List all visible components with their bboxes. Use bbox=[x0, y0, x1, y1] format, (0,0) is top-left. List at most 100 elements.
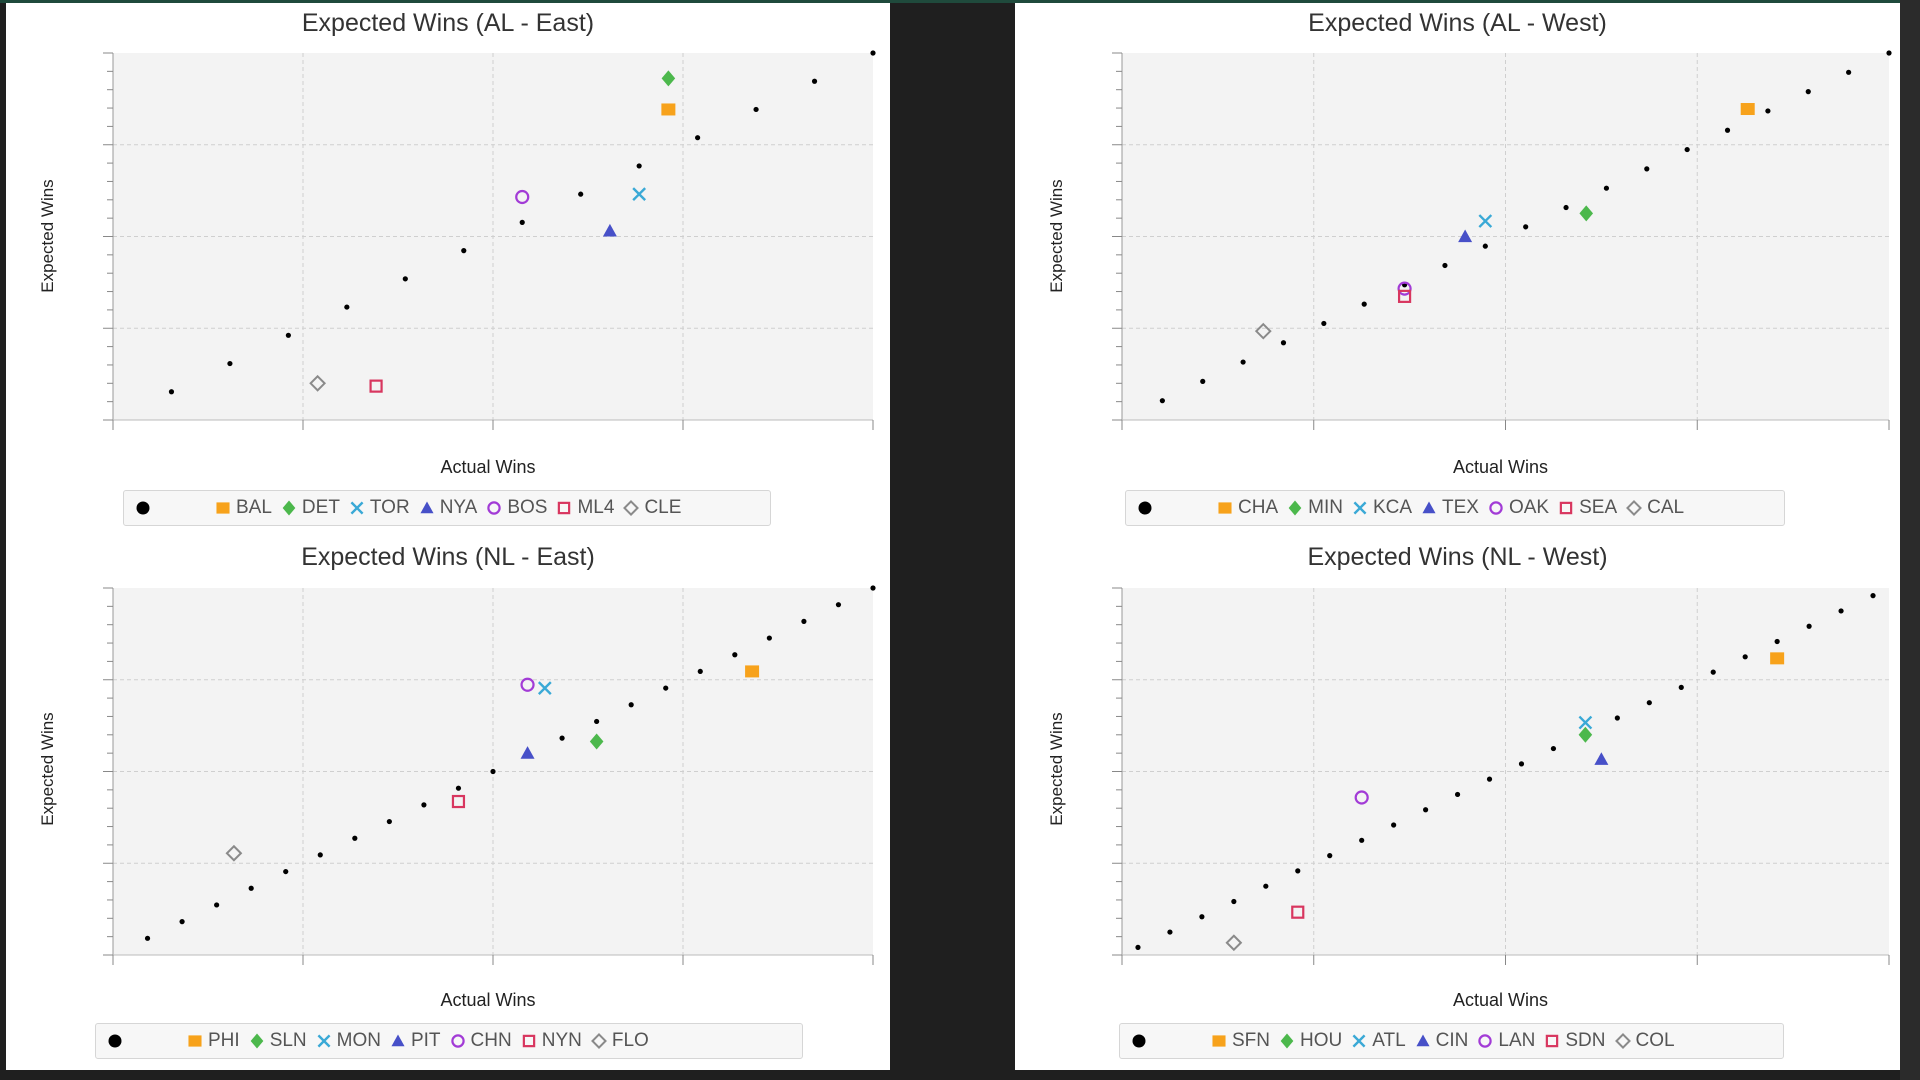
point-kca bbox=[1478, 214, 1493, 228]
legend-item-reference[interactable] bbox=[134, 499, 156, 517]
point-reference bbox=[227, 360, 233, 367]
legend-marker-icon bbox=[280, 499, 298, 517]
legend-marker-icon bbox=[1210, 1032, 1228, 1050]
point-reference bbox=[1391, 822, 1397, 828]
point-reference bbox=[214, 902, 220, 908]
legend-label: TEX bbox=[1442, 497, 1479, 518]
legend-item-cin[interactable]: CIN bbox=[1414, 1030, 1469, 1052]
legend-item-tor[interactable]: TOR bbox=[348, 497, 410, 519]
legend-item-min[interactable]: MIN bbox=[1286, 497, 1343, 519]
point-tor bbox=[632, 187, 647, 202]
legend-item-reference[interactable] bbox=[1130, 1032, 1152, 1050]
point-mon bbox=[537, 681, 552, 695]
legend-item-kca[interactable]: KCA bbox=[1351, 497, 1412, 519]
legend-item-cha[interactable]: CHA bbox=[1216, 497, 1278, 519]
legend-item-bal[interactable]: BAL bbox=[214, 497, 272, 519]
legend-marker-icon bbox=[214, 499, 232, 517]
legend-item-det[interactable]: DET bbox=[280, 497, 340, 519]
legend-marker-icon bbox=[134, 499, 152, 517]
point-reference bbox=[801, 618, 807, 624]
legend-label: CHA bbox=[1238, 497, 1279, 518]
point-reference bbox=[1200, 378, 1206, 384]
point-reference bbox=[1742, 654, 1748, 660]
point-reference bbox=[578, 191, 584, 197]
legend-item-oak[interactable]: OAK bbox=[1487, 497, 1549, 519]
legend-label: NYN bbox=[541, 1030, 582, 1051]
point-reference bbox=[594, 718, 600, 725]
chart-title: Expected Wins (NL - East) bbox=[301, 543, 595, 571]
y-axis-label: Expected Wins bbox=[1047, 712, 1066, 826]
point-reference bbox=[1240, 359, 1246, 365]
legend-item-bos[interactable]: BOS bbox=[485, 497, 547, 519]
point-reference bbox=[1563, 204, 1569, 211]
legend-item-sln[interactable]: SLN bbox=[248, 1030, 307, 1052]
point-reference bbox=[1523, 224, 1529, 230]
scatter-plot bbox=[103, 50, 876, 430]
legend-marker-icon bbox=[418, 499, 436, 517]
legend-item-sea[interactable]: SEA bbox=[1557, 497, 1617, 519]
point-reference bbox=[248, 885, 254, 891]
point-reference bbox=[695, 135, 701, 141]
legend-label: MIN bbox=[1308, 497, 1343, 518]
legend-item-sfn[interactable]: SFN bbox=[1210, 1030, 1270, 1052]
point-reference bbox=[1135, 944, 1141, 950]
point-reference bbox=[144, 935, 151, 941]
legend-label: CIN bbox=[1435, 1030, 1469, 1051]
legend-item-reference[interactable] bbox=[1136, 499, 1158, 517]
point-reference bbox=[1644, 166, 1650, 172]
point-reference bbox=[317, 852, 323, 858]
point-phi bbox=[745, 665, 760, 678]
point-cle bbox=[309, 374, 327, 392]
point-reference bbox=[1454, 791, 1461, 798]
point-reference bbox=[490, 768, 496, 775]
legend-item-tex[interactable]: TEX bbox=[1420, 497, 1479, 519]
point-reference bbox=[1846, 69, 1852, 75]
legend-item-atl[interactable]: ATL bbox=[1350, 1030, 1406, 1052]
point-reference bbox=[1886, 50, 1892, 56]
point-reference bbox=[352, 835, 358, 841]
legend-item-flo[interactable]: FLO bbox=[590, 1030, 649, 1052]
legend-item-cal[interactable]: CAL bbox=[1625, 497, 1684, 519]
legend-marker-icon bbox=[1557, 499, 1575, 517]
point-reference bbox=[1614, 715, 1620, 721]
legend-label: MON bbox=[336, 1030, 381, 1051]
point-reference bbox=[421, 802, 427, 808]
chart-al-west: Expected Wins (AL - West) Expected Wins … bbox=[1015, 3, 1900, 538]
legend-marker-icon bbox=[389, 1032, 407, 1050]
legend-item-ml4[interactable]: ML4 bbox=[555, 497, 614, 519]
legend-item-chn[interactable]: CHN bbox=[449, 1030, 512, 1052]
point-reference bbox=[1199, 914, 1205, 920]
legend-item-phi[interactable]: PHI bbox=[186, 1030, 240, 1052]
point-reference bbox=[811, 78, 818, 84]
point-reference bbox=[1724, 127, 1731, 133]
chart-legend: PHI SLN MON PIT CHN NYN FLO bbox=[95, 1023, 803, 1059]
chart-title: Expected Wins (AL - East) bbox=[301, 9, 595, 37]
point-cal bbox=[1254, 322, 1272, 340]
legend-item-sdn[interactable]: SDN bbox=[1543, 1030, 1606, 1052]
legend-marker-icon bbox=[1420, 499, 1438, 517]
point-reference bbox=[1280, 340, 1287, 346]
legend-item-nyn[interactable]: NYN bbox=[520, 1030, 582, 1052]
point-reference bbox=[835, 602, 842, 608]
legend-label: CAL bbox=[1647, 497, 1685, 518]
point-reference bbox=[753, 106, 759, 113]
legend-label: COL bbox=[1635, 1030, 1675, 1051]
x-axis-label: Actual Wins bbox=[1452, 990, 1549, 1010]
legend-label: ML4 bbox=[577, 497, 615, 518]
legend-item-lan[interactable]: LAN bbox=[1476, 1030, 1535, 1052]
point-sfn bbox=[1770, 652, 1785, 665]
point-reference bbox=[870, 50, 876, 56]
point-reference bbox=[1167, 929, 1173, 935]
legend-label: CLE bbox=[644, 497, 682, 518]
legend-marker-icon bbox=[590, 1032, 608, 1050]
legend-item-nya[interactable]: NYA bbox=[418, 497, 477, 519]
legend-marker-icon bbox=[348, 499, 366, 517]
point-reference bbox=[1870, 593, 1876, 599]
point-reference bbox=[663, 685, 669, 691]
legend-item-col[interactable]: COL bbox=[1614, 1030, 1675, 1052]
legend-item-cle[interactable]: CLE bbox=[622, 497, 681, 519]
legend-item-pit[interactable]: PIT bbox=[389, 1030, 441, 1052]
legend-item-reference[interactable] bbox=[106, 1032, 128, 1050]
legend-item-mon[interactable]: MON bbox=[315, 1030, 381, 1052]
legend-item-hou[interactable]: HOU bbox=[1278, 1030, 1342, 1052]
